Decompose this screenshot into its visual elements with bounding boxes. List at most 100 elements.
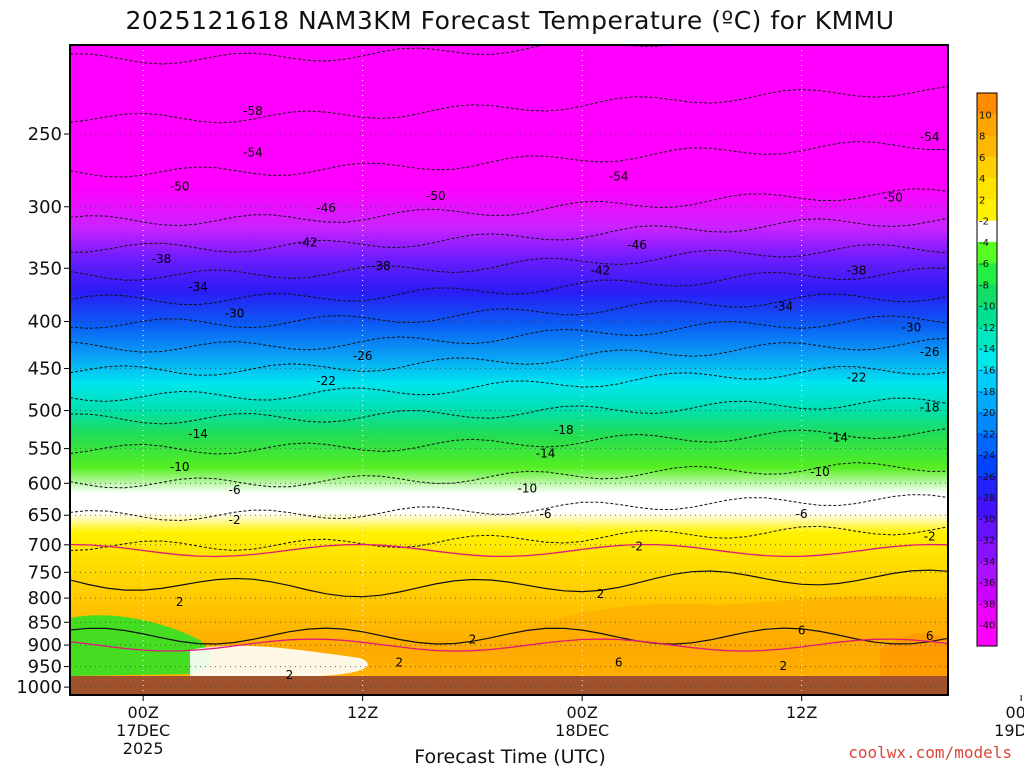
contour-label: -34 xyxy=(774,299,794,313)
contour-label: -54 xyxy=(609,169,629,183)
colorbar-tick-label: 10 xyxy=(979,110,992,121)
y-tick-label: 400 xyxy=(28,312,62,333)
y-tick-label: 700 xyxy=(28,535,62,556)
colorbar-segment xyxy=(977,135,997,158)
contour-label: -38 xyxy=(847,264,867,278)
colorbar-tick-label: 4 xyxy=(979,174,985,185)
colorbar-segment xyxy=(977,560,997,583)
colorbar-tick-label: -20 xyxy=(979,408,995,419)
isotherm-line-warm xyxy=(70,569,948,598)
contour-label: -6 xyxy=(540,507,552,521)
contour-label: -30 xyxy=(225,306,245,320)
isotherm-line-warm xyxy=(70,627,948,645)
x-tick-label: 12Z xyxy=(347,703,378,722)
colorbar-segment xyxy=(977,518,997,541)
contour-label: -46 xyxy=(316,201,336,215)
colorbar-segment xyxy=(977,93,997,115)
colorbar-tick-label: -4 xyxy=(979,238,989,249)
contour-label: -18 xyxy=(920,400,940,414)
x-axis: 00Z17DEC202512Z00Z18DEC12Z00Z19DEC xyxy=(116,695,1024,758)
colorbar-tick-label: -2 xyxy=(979,217,989,228)
colorbar-segment xyxy=(977,326,997,349)
x-tick-label: 00Z xyxy=(567,703,598,722)
contour-label: -6 xyxy=(229,483,241,497)
isotherm-line xyxy=(70,397,948,425)
y-tick-label: 300 xyxy=(28,197,62,218)
contour-label: -18 xyxy=(554,423,574,437)
contour-label: -6 xyxy=(796,507,808,521)
contour-label: 2 xyxy=(286,668,294,682)
colorbar-tick-label: -34 xyxy=(979,557,995,568)
contour-label: -14 xyxy=(828,431,848,445)
contour-label: 6 xyxy=(615,655,623,669)
contour-labels: -58-54-54-54-50-50 -50-46-46-42-42-38 -38-… xyxy=(152,104,1024,682)
y-axis: 2503003504004505005506006507007508008509… xyxy=(16,124,70,698)
x-tick-label: 12Z xyxy=(786,703,817,722)
y-tick-label: 550 xyxy=(28,439,62,460)
contour-label: -22 xyxy=(847,370,867,384)
y-tick-label: 500 xyxy=(28,401,62,422)
colorbar-tick-label: 6 xyxy=(979,153,985,164)
colorbar-segment xyxy=(977,412,997,434)
contour-label: 2 xyxy=(395,655,403,669)
colorbar-segment xyxy=(977,603,997,626)
contour-label: -26 xyxy=(920,345,940,359)
isotherm-line xyxy=(70,141,948,178)
isotherms xyxy=(70,45,948,652)
colorbar-tick-label: -8 xyxy=(979,280,989,291)
contour-label: -22 xyxy=(316,374,336,388)
colorbar-tick-label: -22 xyxy=(979,429,995,440)
colorbar-segment xyxy=(977,390,997,413)
colorbar: 10 8 6 4 2 -2 -4 -6 -8 -10 -12 -14 -16 -18 -20 -22 -24 -2… xyxy=(976,92,998,647)
colorbar-tick-label: -16 xyxy=(979,366,995,377)
x-tick-label: 18DEC xyxy=(555,721,609,740)
contour-label: -38 xyxy=(152,252,172,266)
colorbar-tick-label: -32 xyxy=(979,536,995,547)
contour-label: -46 xyxy=(627,238,647,252)
y-tick-label: 850 xyxy=(28,612,62,633)
colorbar-segment xyxy=(977,263,997,285)
colorbar-tick-label: 2 xyxy=(979,195,985,206)
contour-label: -50 xyxy=(170,179,190,193)
colorbar-segment xyxy=(977,284,997,307)
contour-label: 6 xyxy=(1017,602,1024,616)
contour-label: 2 xyxy=(469,632,477,646)
contour-label: 6 xyxy=(798,624,806,638)
contour-label: -58 xyxy=(243,104,263,118)
colorbar-segment xyxy=(977,475,997,498)
credit-text: coolwx.com/models xyxy=(848,743,1012,762)
y-tick-label: 450 xyxy=(28,359,62,380)
contour-label: -30 xyxy=(902,320,922,334)
colorbar-tick-label: -6 xyxy=(979,259,989,270)
temperature-field xyxy=(70,45,948,695)
contour-label: -54 xyxy=(243,146,263,160)
contour-label: -50 xyxy=(426,189,446,203)
contour-label: -42 xyxy=(298,235,318,249)
colorbar-frame xyxy=(976,92,998,647)
colorbar-segment xyxy=(977,305,997,328)
x-axis-label: Forecast Time (UTC) xyxy=(414,746,605,768)
contour-label: -38 xyxy=(371,259,391,273)
colorbar-tick-label: -10 xyxy=(979,302,995,313)
colorbar-segment xyxy=(977,624,997,647)
contour-label: -14 xyxy=(188,427,208,441)
terrain-strip xyxy=(70,676,948,695)
y-tick-label: 950 xyxy=(28,657,62,678)
y-tick-label: 600 xyxy=(28,473,62,494)
colorbar-segment xyxy=(977,348,997,370)
grid xyxy=(70,45,948,695)
isotherm-line xyxy=(70,243,948,281)
cold-pool-shading xyxy=(70,615,211,676)
isotherm-line xyxy=(70,462,948,489)
colorbar-tick-label: -30 xyxy=(979,514,995,525)
contour-label: -34 xyxy=(188,280,208,294)
colorbar-segment xyxy=(977,199,997,222)
contour-label: -54 xyxy=(920,130,940,144)
white-pocket-shading xyxy=(190,645,368,676)
x-tick-label: 17DEC xyxy=(116,721,170,740)
contour-label: -2 xyxy=(631,540,643,554)
contour-label: -2 xyxy=(924,530,936,544)
plot-area: -58-54-54-54-50-50 -50-46-46-42-42-38 -38-… xyxy=(70,45,1024,695)
colorbar-tick-label: -40 xyxy=(979,621,995,632)
